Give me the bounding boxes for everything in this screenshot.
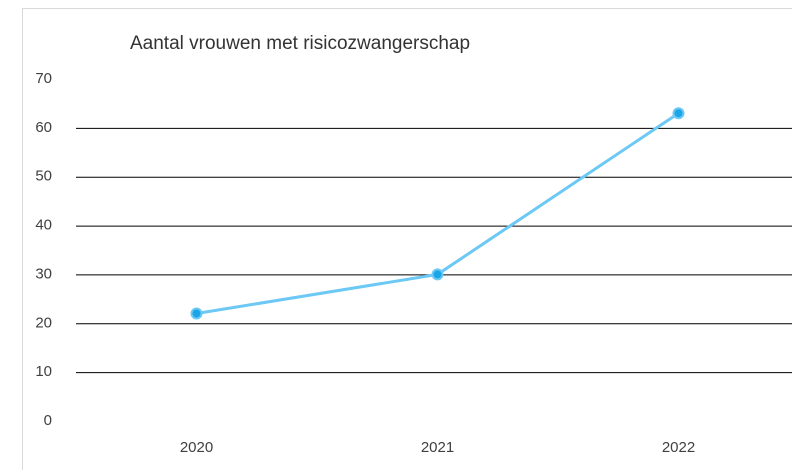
point: [190, 307, 203, 320]
point: [431, 268, 444, 281]
y-tick-label: 30: [35, 265, 52, 282]
y-tick-label: 20: [35, 314, 52, 331]
chart-frame: [22, 8, 792, 470]
x-tick-label: 2020: [180, 439, 213, 456]
x-tick-label: 2022: [662, 439, 695, 456]
line: [196, 111, 680, 315]
y-tick-label: 70: [35, 70, 52, 87]
y-tick-label: 50: [35, 168, 52, 185]
x-tick-label: 2021: [421, 439, 454, 456]
chart-title: Aantal vrouwen met risicozwangerschap: [130, 33, 470, 54]
y-tick-label: 10: [35, 363, 52, 380]
y-tick-label: 60: [35, 119, 52, 136]
y-tick-label: 0: [44, 412, 52, 429]
point: [672, 107, 685, 120]
y-tick-label: 40: [35, 217, 52, 234]
